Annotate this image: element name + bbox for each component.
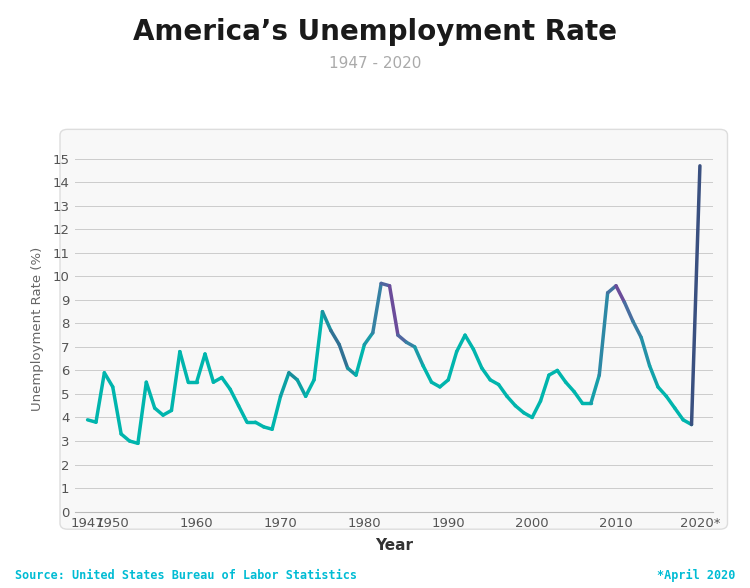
X-axis label: Year: Year [375, 539, 413, 553]
Y-axis label: Unemployment Rate (%): Unemployment Rate (%) [31, 247, 44, 412]
Text: America’s Unemployment Rate: America’s Unemployment Rate [133, 18, 617, 46]
Text: 1947 - 2020: 1947 - 2020 [328, 56, 422, 71]
Text: Source: United States Bureau of Labor Statistics: Source: United States Bureau of Labor St… [15, 569, 357, 582]
Text: *April 2020: *April 2020 [657, 569, 735, 582]
